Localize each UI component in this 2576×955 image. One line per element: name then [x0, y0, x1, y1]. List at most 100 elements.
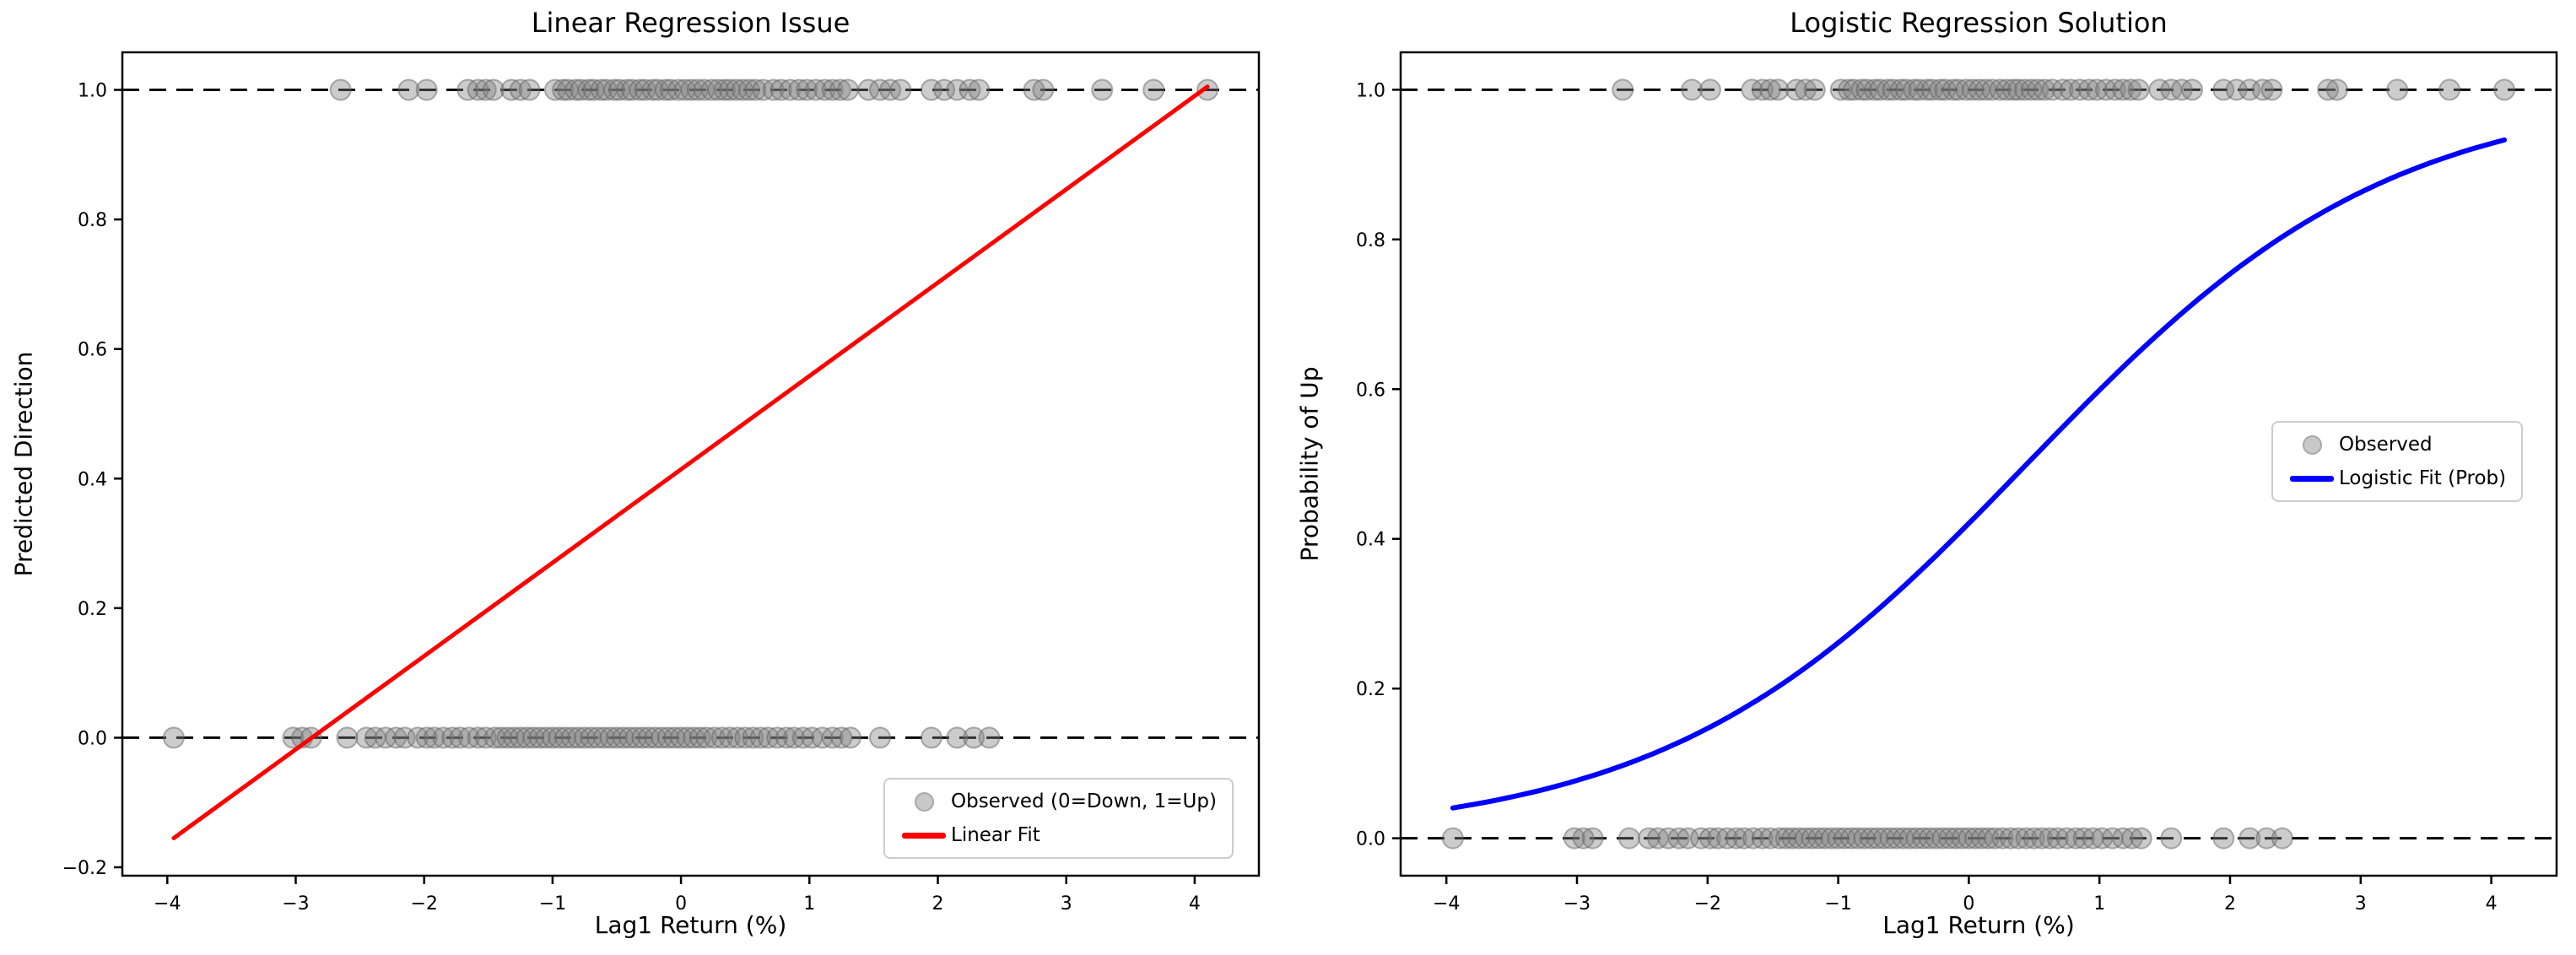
y-tick-label: 1.0 — [1356, 80, 1385, 101]
observed-point — [726, 726, 749, 749]
observed-point — [742, 726, 764, 749]
y-tick-label: −0.2 — [62, 858, 107, 879]
observed-point — [656, 726, 679, 749]
logistic-fit-curve — [1450, 137, 2508, 811]
x-tick-label: −1 — [539, 893, 566, 915]
observed-point — [2055, 827, 2078, 850]
observed-point — [978, 726, 1001, 749]
x-tick-label: −3 — [1563, 893, 1590, 915]
axes-frame — [121, 51, 1261, 877]
chart-title-linear: Linear Regression Issue — [531, 7, 851, 39]
observed-point — [500, 78, 523, 101]
observed-point — [503, 726, 526, 749]
observed-point — [2127, 78, 2150, 101]
observed-point — [2031, 827, 2054, 850]
observed-point — [535, 726, 558, 749]
y-axis-label-logistic: Probability of Up — [1295, 366, 1324, 562]
observed-point — [415, 726, 438, 749]
observed-point — [1441, 827, 1464, 850]
observed-point — [541, 726, 564, 749]
observed-point — [2112, 827, 2135, 850]
observed-point — [959, 78, 981, 101]
legend-item: Linear Fit — [897, 822, 1217, 849]
legend-label: Logistic Fit (Prob) — [2339, 467, 2507, 489]
observed-point — [707, 78, 730, 101]
observed-point — [788, 78, 811, 101]
x-tick-label: 1 — [2093, 893, 2105, 915]
observed-point — [821, 78, 844, 101]
observed-point — [1759, 827, 1782, 850]
x-tick-label: −3 — [282, 893, 309, 915]
x-tick-label: −2 — [1694, 893, 1721, 915]
observed-point — [592, 726, 615, 749]
observed-point — [432, 726, 455, 749]
x-tick-label: 1 — [803, 893, 815, 915]
observed-point — [407, 726, 429, 749]
observed-point — [599, 726, 622, 749]
observed-point — [2271, 827, 2293, 850]
observed-point — [385, 726, 408, 749]
observed-point — [441, 726, 464, 749]
linear-fit-line — [171, 84, 1210, 840]
observed-point — [415, 78, 438, 101]
observed-point — [963, 726, 986, 749]
legend-linear: Observed (0=Down, 1=Up) Linear Fit — [883, 778, 1234, 859]
observed-point — [1767, 78, 1790, 101]
observed-point — [1794, 78, 1817, 101]
observed-point — [2033, 78, 2056, 101]
observed-point — [2077, 78, 2100, 101]
observed-point — [2022, 827, 2045, 850]
x-axis-label-logistic: Lag1 Return (%) — [1882, 911, 2075, 939]
observed-point — [749, 726, 772, 749]
observed-point — [836, 78, 859, 101]
observed-point — [483, 726, 506, 749]
observed-point — [2251, 78, 2274, 101]
observed-point — [1032, 78, 1055, 101]
observed-point — [651, 726, 673, 749]
observed-point — [1995, 78, 2018, 101]
observed-point — [2046, 827, 2069, 850]
observed-point — [744, 78, 767, 101]
observed-point — [577, 78, 600, 101]
observed-point — [2181, 78, 2204, 101]
legend-item: Observed — [2285, 431, 2506, 458]
observed-point — [629, 78, 651, 101]
legend-marker-col — [897, 791, 951, 812]
observed-point — [920, 726, 942, 749]
observed-point — [821, 726, 844, 749]
subplot: −4 −3 −2 −1 0 1 2 3 4 −0.2 0.0 0.2 0.4 0.6 0.8 1.0 — [62, 51, 1261, 915]
observed-point — [2039, 827, 2061, 850]
observed-point — [1725, 827, 1747, 850]
observed-point — [703, 726, 726, 749]
observed-point — [2112, 78, 2135, 101]
observed-point — [2386, 78, 2409, 101]
observed-point — [968, 78, 991, 101]
observed-point — [766, 726, 789, 749]
observed-point — [496, 726, 519, 749]
observed-point — [1984, 827, 2006, 850]
y-tick-label: 0.0 — [1356, 829, 1385, 850]
observed-point — [586, 726, 609, 749]
x-tick-label: 3 — [1061, 893, 1072, 915]
observed-point — [522, 726, 545, 749]
observed-point — [829, 78, 851, 101]
observed-point — [631, 726, 654, 749]
observed-point — [1667, 827, 1690, 850]
observed-point — [1707, 827, 1730, 850]
x-tick-label: −1 — [1824, 893, 1851, 915]
y-tick-label: 0.4 — [1356, 530, 1385, 551]
observed-point — [641, 78, 664, 101]
legend-marker-col — [2285, 475, 2339, 482]
observed-point — [718, 78, 741, 101]
observed-point — [933, 78, 956, 101]
observed-point — [474, 78, 497, 101]
logistic-fit-line-icon — [2290, 475, 2334, 482]
legend-label: Linear Fit — [951, 824, 1040, 846]
observed-point — [2072, 827, 2095, 850]
y-tick-label: 0.8 — [1356, 230, 1385, 251]
observed-point — [606, 726, 628, 749]
legend-marker-col — [897, 832, 951, 839]
observed-point — [474, 726, 497, 749]
